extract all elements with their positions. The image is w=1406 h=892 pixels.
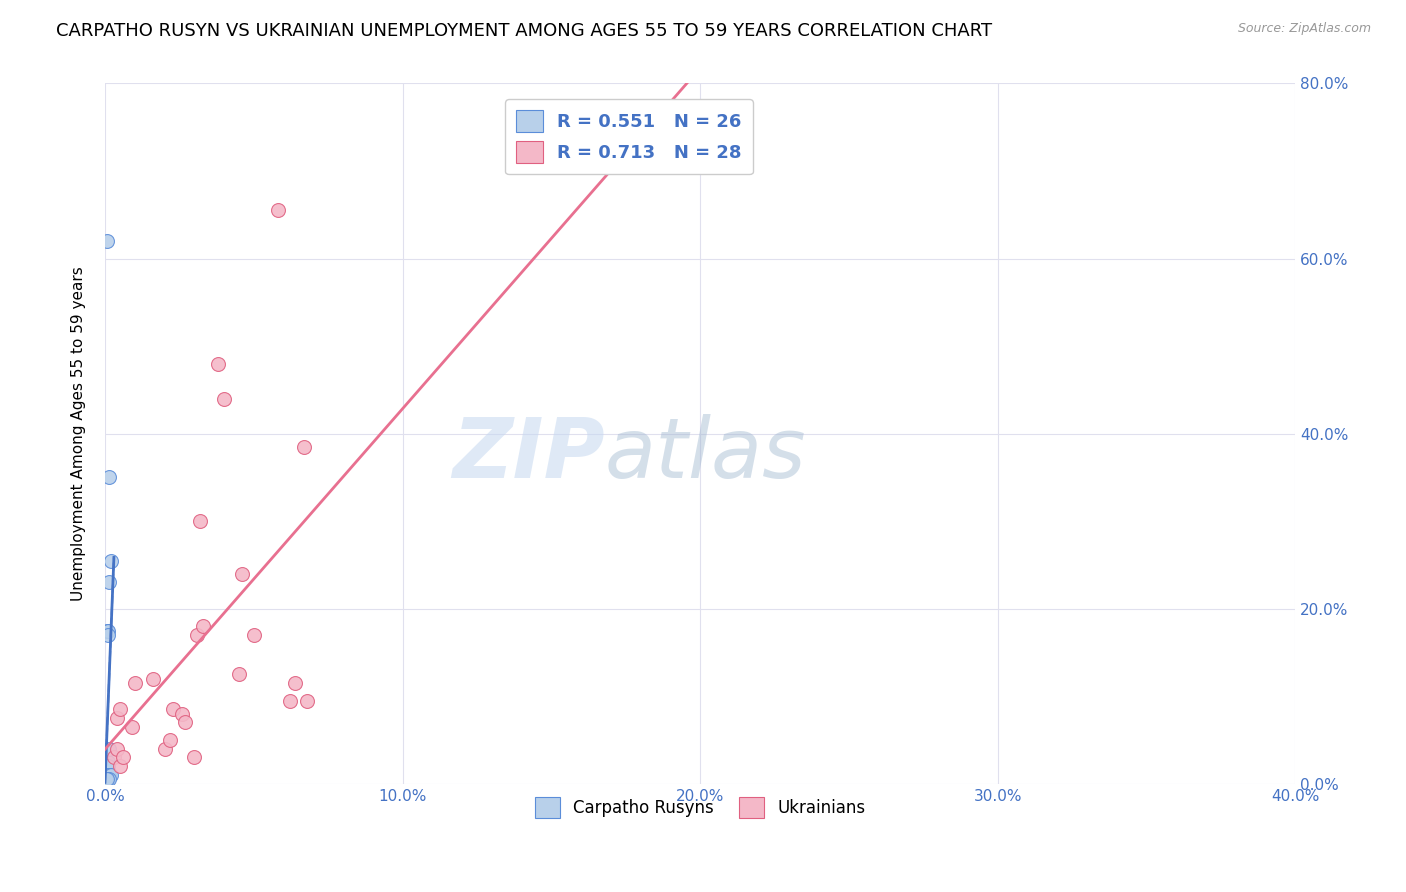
Point <box>292 440 315 454</box>
Point <box>97 764 120 778</box>
Point <box>96 755 118 769</box>
Text: Source: ZipAtlas.com: Source: ZipAtlas.com <box>1237 22 1371 36</box>
Point <box>96 772 118 787</box>
Text: CARPATHO RUSYN VS UKRAINIAN UNEMPLOYMENT AMONG AGES 55 TO 59 YEARS CORRELATION C: CARPATHO RUSYN VS UKRAINIAN UNEMPLOYMENT… <box>56 22 993 40</box>
Point <box>153 741 176 756</box>
Point <box>100 553 122 567</box>
Point <box>96 768 118 782</box>
Point <box>142 672 165 686</box>
Point <box>278 693 301 707</box>
Point <box>111 750 134 764</box>
Point <box>96 772 118 787</box>
Point <box>297 693 319 707</box>
Point <box>231 566 253 581</box>
Point <box>121 720 143 734</box>
Point <box>108 702 131 716</box>
Point <box>266 203 288 218</box>
Y-axis label: Unemployment Among Ages 55 to 59 years: Unemployment Among Ages 55 to 59 years <box>72 266 86 601</box>
Legend: Carpatho Rusyns, Ukrainians: Carpatho Rusyns, Ukrainians <box>529 790 872 824</box>
Point <box>193 619 215 633</box>
Point <box>96 772 118 787</box>
Point <box>183 750 205 764</box>
Point <box>108 759 131 773</box>
Point <box>96 772 118 787</box>
Point <box>284 676 307 690</box>
Point <box>97 624 120 638</box>
Point <box>159 733 181 747</box>
Point <box>96 624 118 638</box>
Point <box>96 764 118 778</box>
Point <box>243 628 266 642</box>
Point <box>97 768 120 782</box>
Point <box>100 768 122 782</box>
Point <box>124 676 146 690</box>
Point <box>162 702 184 716</box>
Point <box>207 357 229 371</box>
Point <box>96 772 118 787</box>
Point <box>174 715 197 730</box>
Point <box>228 667 250 681</box>
Point <box>105 741 128 756</box>
Point <box>188 514 211 528</box>
Point <box>98 470 121 484</box>
Point <box>96 772 118 787</box>
Point <box>103 750 125 764</box>
Point <box>96 772 118 787</box>
Point <box>97 755 120 769</box>
Text: atlas: atlas <box>605 414 807 495</box>
Point <box>96 768 118 782</box>
Point <box>186 628 208 642</box>
Point <box>172 706 194 721</box>
Point <box>97 628 120 642</box>
Point <box>98 741 121 756</box>
Point <box>97 759 120 773</box>
Point <box>212 392 235 406</box>
Text: ZIP: ZIP <box>453 414 605 495</box>
Point <box>98 575 121 590</box>
Point <box>105 711 128 725</box>
Point <box>97 772 120 787</box>
Point <box>98 772 121 787</box>
Point <box>96 234 118 248</box>
